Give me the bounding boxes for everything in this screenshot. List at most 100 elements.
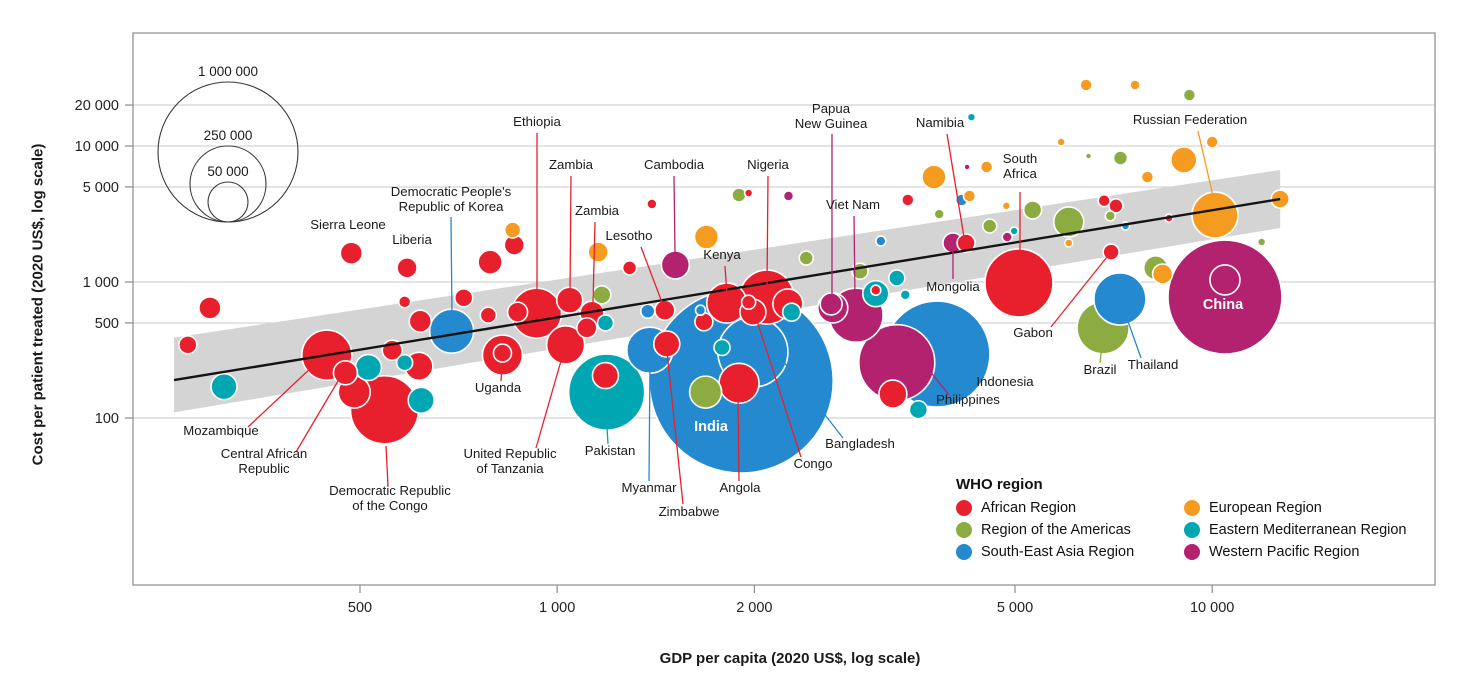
- bubble-cambodia[interactable]: [660, 250, 691, 280]
- bubble-wpr[interactable]: [782, 190, 795, 202]
- bubble-eur[interactable]: [979, 160, 994, 174]
- legend-label: African Region: [981, 500, 1077, 516]
- bubble-amr[interactable]: [592, 285, 612, 305]
- bubble-eur[interactable]: [1140, 170, 1155, 184]
- bubble-afr[interactable]: [1097, 193, 1111, 208]
- bubble-afr[interactable]: [453, 288, 474, 308]
- bubble-russian-federation[interactable]: [1191, 191, 1239, 239]
- country-label: Lesotho: [606, 228, 653, 243]
- bubble-emr[interactable]: [407, 386, 435, 415]
- bubble-wpr[interactable]: [1001, 231, 1014, 243]
- bubble-afr[interactable]: [878, 379, 908, 409]
- bubble-eur[interactable]: [1079, 78, 1093, 92]
- bubble-liberia[interactable]: [396, 257, 418, 279]
- bubble-emr[interactable]: [210, 372, 238, 401]
- bubble-sierra-leone[interactable]: [339, 241, 364, 265]
- legend-dot-eur: [1184, 500, 1200, 516]
- bubble-eur[interactable]: [503, 221, 522, 239]
- bubble-afr[interactable]: [492, 343, 513, 363]
- bubble-amr[interactable]: [1182, 88, 1197, 102]
- legend-item-eur: European Region: [1184, 497, 1406, 519]
- bubble-amr[interactable]: [798, 250, 815, 266]
- legend-dot-sear: [956, 544, 972, 560]
- bubble-amr[interactable]: [933, 208, 945, 220]
- bubble-eur[interactable]: [1205, 135, 1219, 149]
- bubble-afr[interactable]: [621, 260, 638, 276]
- bubble-eur[interactable]: [1169, 146, 1198, 174]
- bubble-afr[interactable]: [1108, 198, 1124, 214]
- leader-line: [1099, 343, 1103, 364]
- bubble-emr[interactable]: [888, 269, 906, 287]
- bubble-afr[interactable]: [506, 301, 529, 323]
- bubble-sear[interactable]: [875, 235, 887, 247]
- bubble-sear[interactable]: [639, 303, 656, 319]
- bubble-china[interactable]: [1167, 239, 1283, 355]
- bubble-afr[interactable]: [198, 296, 222, 320]
- bubble-eur[interactable]: [1001, 201, 1012, 211]
- bubble-afr[interactable]: [408, 309, 433, 333]
- bubble-afr[interactable]: [477, 249, 503, 275]
- bubble-emr[interactable]: [596, 314, 615, 332]
- bubble-amr[interactable]: [1022, 200, 1043, 220]
- bubble-emr[interactable]: [395, 353, 414, 372]
- bubble-emr[interactable]: [908, 399, 929, 420]
- bubble-wpr[interactable]: [1209, 264, 1241, 296]
- bubble-eur[interactable]: [1056, 137, 1066, 147]
- bubble-afr[interactable]: [740, 294, 757, 311]
- bubble-south-africa[interactable]: [984, 248, 1054, 318]
- country-label: Mongolia: [926, 279, 980, 294]
- bubble-amr[interactable]: [731, 187, 747, 203]
- bubble-afr[interactable]: [743, 188, 754, 198]
- bubble-eur[interactable]: [1151, 263, 1174, 285]
- bubble-emr[interactable]: [899, 289, 912, 301]
- bubble-amr[interactable]: [688, 375, 723, 409]
- bubble-sear[interactable]: [694, 304, 707, 317]
- bubble-zimbabwe[interactable]: [652, 330, 681, 358]
- bubble-afr[interactable]: [591, 361, 620, 390]
- bubble-amr[interactable]: [1112, 150, 1129, 166]
- country-label: Brazil: [1084, 362, 1117, 377]
- country-label: Sierra Leone: [310, 217, 386, 232]
- bubble-amr[interactable]: [1104, 210, 1117, 222]
- country-label: Ethiopia: [513, 114, 561, 129]
- bubble-afr[interactable]: [900, 193, 915, 207]
- leader-line: [961, 346, 985, 379]
- bubble-angola[interactable]: [718, 362, 760, 405]
- bubble-amr[interactable]: [1256, 237, 1267, 247]
- leader-line: [928, 369, 950, 396]
- bubble-afr[interactable]: [178, 335, 198, 355]
- bubble-eur[interactable]: [587, 241, 609, 263]
- bubble-emr[interactable]: [966, 112, 977, 122]
- bubble-wpr[interactable]: [963, 163, 971, 171]
- bubble-thailand[interactable]: [1093, 272, 1147, 326]
- bubble-amr[interactable]: [1052, 206, 1085, 238]
- bubble-eur[interactable]: [1063, 238, 1074, 248]
- bubble-gabon[interactable]: [1102, 243, 1120, 261]
- bubble-afr[interactable]: [646, 198, 658, 210]
- bubble-united-republic-of-tanzania[interactable]: [545, 325, 586, 365]
- bubble-afr[interactable]: [576, 317, 598, 339]
- bubble-lesotho[interactable]: [654, 299, 676, 322]
- bubble-afr[interactable]: [479, 306, 498, 325]
- bubble-amr[interactable]: [981, 218, 998, 234]
- bubble-central-african-republic[interactable]: [332, 359, 359, 386]
- legend-column-1: African Region Region of the Americas Sout…: [956, 497, 1184, 563]
- bubble-emr[interactable]: [781, 302, 802, 322]
- country-label: Philippines: [936, 392, 1000, 407]
- bubble-afr[interactable]: [694, 311, 714, 332]
- y-axis-title: Cost per patient treated (2020 US$, log …: [29, 143, 47, 466]
- bubble-wpr[interactable]: [819, 292, 843, 316]
- bubble-emr[interactable]: [1009, 226, 1019, 236]
- bubble-eur[interactable]: [693, 224, 720, 250]
- bubble-eur[interactable]: [921, 164, 947, 190]
- bubble-emr[interactable]: [713, 338, 731, 357]
- bubble-afr[interactable]: [869, 284, 882, 297]
- leader-line: [450, 216, 453, 318]
- legend-dot-amr: [956, 522, 972, 538]
- bubble-emr[interactable]: [354, 353, 383, 382]
- bubble-eur[interactable]: [1129, 79, 1141, 91]
- bubble-amr[interactable]: [1084, 152, 1093, 160]
- bubble-afr[interactable]: [397, 295, 412, 309]
- bubble-namibia[interactable]: [956, 233, 976, 253]
- bubble-eur[interactable]: [962, 189, 977, 203]
